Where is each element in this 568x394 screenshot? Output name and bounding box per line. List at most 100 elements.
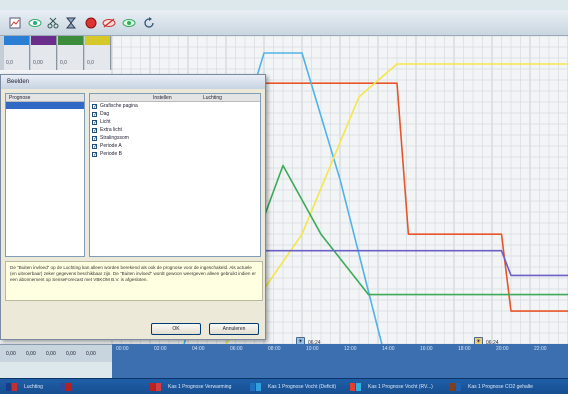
x-tick-label: 06:00 [230, 346, 243, 352]
legend-item[interactable]: Luchting [6, 383, 43, 391]
bottom-value: 0,00 [66, 351, 76, 357]
legend-label: Kas 1 Prognose Vocht (Deficit) [268, 384, 337, 390]
legend-item[interactable]: Kas 1 Prognose CO2 gehalte [450, 383, 533, 391]
marker-label: 06:24 [486, 340, 499, 346]
channel-tile[interactable]: 0,0 [58, 36, 84, 70]
legend-swatch [350, 383, 355, 391]
list-item[interactable] [6, 102, 84, 109]
legend-swatch [156, 383, 161, 391]
list-item[interactable] [6, 130, 84, 137]
chart-icon[interactable] [6, 14, 24, 32]
x-tick-label: 10:00 [306, 346, 319, 352]
channel-tile[interactable]: 0,0 [4, 36, 30, 70]
series-line-4 [188, 249, 568, 277]
x-tick-label: 20:00 [496, 346, 509, 352]
legend-swatch [12, 383, 17, 391]
checkbox[interactable]: ✓ [92, 143, 98, 150]
channel-tile[interactable]: 0,00 [31, 36, 57, 70]
info-note: De "Buiten invloed" op de Luchting kan a… [5, 261, 263, 301]
option-row[interactable]: ✓ Periode A [90, 142, 260, 150]
eye-icon[interactable] [26, 14, 44, 32]
legend-label: Kas 1 Prognose Verwarming [168, 384, 232, 390]
list-item[interactable] [6, 109, 84, 116]
checkbox[interactable]: ✓ [92, 127, 98, 134]
list-header: Instellen Luchting [90, 94, 260, 102]
legend-bar: Luchting Kas 1 Prognose Verwarming Kas 1 P… [0, 378, 568, 394]
checkbox[interactable]: ✓ [92, 111, 98, 118]
list-item[interactable] [6, 116, 84, 123]
time-axis: 00:00 02:00 04:00 06:00 08:00 10:00 12:00 14:00… [112, 344, 568, 380]
legend-swatch [356, 383, 361, 391]
checkbox[interactable]: ✓ [92, 135, 98, 142]
bottom-value: 0,00 [86, 351, 96, 357]
marker-label: 06:24 [308, 340, 321, 346]
x-tick-label: 12:00 [344, 346, 357, 352]
column-header: Instellen [153, 95, 172, 101]
list-item[interactable] [6, 137, 84, 144]
x-tick-label: 02:00 [154, 346, 167, 352]
bottom-value: 0,00 [6, 351, 16, 357]
x-tick-label: 00:00 [116, 346, 129, 352]
x-tick-label: 22:00 [534, 346, 547, 352]
option-row[interactable]: ✓ Grafische pagina [90, 102, 260, 110]
option-label: Periode A [100, 143, 122, 149]
legend-swatch [450, 383, 455, 391]
option-label: Licht [100, 119, 111, 125]
legend-swatch [456, 383, 461, 391]
checkbox[interactable]: ✓ [92, 103, 98, 110]
x-tick-label: 08:00 [268, 346, 281, 352]
checkbox[interactable]: ✓ [92, 151, 98, 158]
cancel-button[interactable]: Annuleren [209, 323, 259, 335]
legend-swatch [66, 383, 71, 391]
option-label: Grafische pagina [100, 103, 138, 109]
legend-item[interactable]: Kas 1 Prognose Verwarming [150, 383, 231, 391]
option-row[interactable]: ✓ Periode B [90, 150, 260, 158]
legend-swatch [60, 383, 65, 391]
list-item[interactable] [6, 123, 84, 130]
column-header: Luchting [203, 95, 222, 101]
x-tick-label: 16:00 [420, 346, 433, 352]
legend-item[interactable] [60, 383, 72, 391]
scissors-icon[interactable] [44, 14, 62, 32]
option-label: Stralingssom [100, 135, 129, 141]
channel-color [85, 36, 110, 45]
dialog-title: Beelden [1, 75, 265, 89]
legend-label: Luchting [24, 384, 43, 390]
option-label: Dag [100, 111, 110, 117]
stop-icon[interactable] [82, 14, 100, 32]
column-header [90, 94, 150, 101]
channel-color [31, 36, 56, 45]
option-row[interactable]: ✓ Stralingssom [90, 134, 260, 142]
legend-item[interactable]: Kas 1 Prognose Vocht (RV...) [350, 383, 433, 391]
legend-item[interactable]: Kas 1 Prognose Vocht (Deficit) [250, 383, 336, 391]
legend-swatch [6, 383, 11, 391]
channel-tile[interactable]: 0,0 [85, 36, 111, 70]
channel-value: 0,00 [33, 60, 43, 66]
display-settings-dialog: Beelden Prognose Instellen Luchting ✓ Gra… [0, 74, 266, 340]
option-row[interactable]: ✓ Licht [90, 118, 260, 126]
x-tick-label: 14:00 [382, 346, 395, 352]
options-list[interactable]: Instellen Luchting ✓ Grafische pagina ✓ Da… [89, 93, 261, 257]
legend-swatch [150, 383, 155, 391]
eye-green-icon[interactable] [120, 14, 138, 32]
hourglass-icon[interactable] [62, 14, 80, 32]
legend-label: Kas 1 Prognose CO2 gehalte [468, 384, 534, 390]
bottom-value: 0,00 [46, 351, 56, 357]
toolbar [0, 10, 568, 36]
series-line-2 [225, 63, 568, 345]
x-tick-label: 04:00 [192, 346, 205, 352]
ok-button[interactable]: OK [151, 323, 201, 335]
x-tick-label: 18:00 [458, 346, 471, 352]
bottom-value-strip: 0,00 0,00 0,00 0,00 0,00 [0, 344, 112, 362]
option-label: Periode B [100, 151, 122, 157]
checkbox[interactable]: ✓ [92, 119, 98, 126]
refresh-icon[interactable] [140, 14, 158, 32]
prognosis-list[interactable]: Prognose [5, 93, 85, 257]
list-header: Prognose [6, 94, 84, 102]
channel-color [4, 36, 29, 45]
option-row[interactable]: ✓ Dag [90, 110, 260, 118]
legend-swatch [250, 383, 255, 391]
option-row[interactable]: ✓ Extra licht [90, 126, 260, 134]
no-eye-icon[interactable] [100, 14, 118, 32]
channel-value: 0,0 [60, 60, 67, 66]
